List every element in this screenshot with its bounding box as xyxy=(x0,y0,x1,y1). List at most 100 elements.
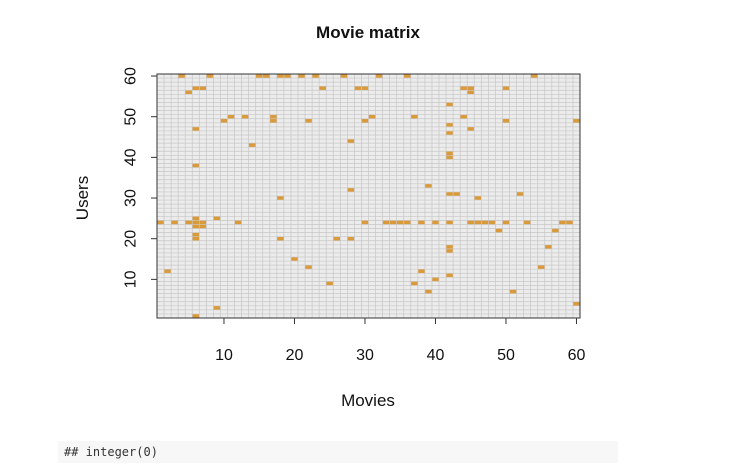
heatmap-cell-filled xyxy=(446,155,453,160)
heatmap-cell-filled xyxy=(361,119,369,123)
heatmap-cell-filled xyxy=(404,74,411,78)
heatmap-cell-filled xyxy=(192,127,199,131)
y-axis-label: Users xyxy=(73,176,92,220)
heatmap-cell-filled xyxy=(502,220,510,225)
heatmap-cell-filled xyxy=(411,281,418,286)
heatmap-cell-filled xyxy=(270,119,277,123)
heatmap-cell-filled xyxy=(178,74,185,78)
heatmap-cell-filled xyxy=(538,265,545,269)
heatmap-cell-filled xyxy=(446,151,453,156)
heatmap-cell-filled xyxy=(206,74,214,78)
x-tick-label: 10 xyxy=(215,347,233,364)
heatmap-cell-filled xyxy=(256,74,263,78)
heatmap-cell-filled xyxy=(573,119,580,123)
heatmap-cell-filled xyxy=(382,220,390,225)
heatmap-cell-filled xyxy=(220,119,228,123)
heatmap-cell-filled xyxy=(559,220,566,225)
heatmap-cell-filled xyxy=(361,220,369,225)
heatmap-cell-filled xyxy=(418,220,425,225)
heatmap-cell-filled xyxy=(425,289,432,294)
heatmap-cell-filled xyxy=(453,192,460,196)
x-tick-label: 30 xyxy=(356,347,374,364)
heatmap-cell-filled xyxy=(347,139,355,143)
heatmap-cell-filled xyxy=(164,269,171,273)
heatmap-cell-filled xyxy=(389,220,397,225)
heatmap-cell-filled xyxy=(326,281,333,286)
heatmap-cell-filled xyxy=(347,236,355,241)
heatmap-cell-filled xyxy=(432,277,439,282)
heatmap-cell-filled xyxy=(467,127,474,131)
heatmap-cell-filled xyxy=(467,220,474,225)
y-tick-label: 60 xyxy=(123,67,140,85)
heatmap-cell-filled xyxy=(185,220,192,225)
heatmap-cell-filled xyxy=(509,289,517,294)
heatmap-cell-filled xyxy=(474,220,481,225)
heatmap-cell-filled xyxy=(248,143,256,147)
heatmap-grid xyxy=(156,73,581,319)
heatmap-cell-filled xyxy=(312,74,319,78)
heatmap-cell-filled xyxy=(305,119,312,123)
x-axis-label: Movies xyxy=(341,391,395,410)
heatmap-cell-filled xyxy=(502,119,510,123)
heatmap-cell-filled xyxy=(545,245,552,249)
x-tick-label: 40 xyxy=(427,347,445,364)
heatmap-cell-filled xyxy=(192,236,199,241)
heatmap-cell-filled xyxy=(530,74,538,78)
heatmap-cell-filled xyxy=(192,232,199,237)
console-output: ## integer(0) xyxy=(58,441,618,463)
heatmap-cell-filled xyxy=(199,224,207,229)
heatmap-cell-filled xyxy=(411,114,418,119)
heatmap-cell-filled xyxy=(418,269,425,273)
heatmap-cell-filled xyxy=(495,228,503,233)
axes: 10 20 30 40 50 60 10 20 30 40 50 60 xyxy=(123,67,586,364)
heatmap-cell-filled xyxy=(375,74,383,78)
chart-container: 10 20 30 40 50 60 10 20 30 40 50 60 Movie matrix Mo… xyxy=(73,23,586,410)
heatmap-cell-filled xyxy=(347,188,355,192)
heatmap-cell-filled xyxy=(263,74,270,78)
heatmap-cell-filled xyxy=(481,220,489,225)
heatmap-cell-filled xyxy=(573,302,580,306)
heatmap-cell-filled xyxy=(361,86,369,90)
heatmap-cell-filled xyxy=(502,86,510,90)
heatmap-cell-filled xyxy=(474,196,481,200)
heatmap-cell-filled xyxy=(460,86,467,90)
x-tick-label: 50 xyxy=(497,347,515,364)
heatmap-cell-filled xyxy=(270,114,277,119)
filled-cells xyxy=(157,74,580,318)
heatmap-cell-filled xyxy=(446,131,453,135)
heatmap-cell-filled xyxy=(192,216,199,221)
heatmap-cell-filled xyxy=(277,236,284,241)
heatmap-cell-filled xyxy=(298,74,305,78)
heatmap-cell-filled xyxy=(488,220,496,225)
y-tick-label: 20 xyxy=(123,230,140,248)
heatmap-cell-filled xyxy=(446,220,453,225)
heatmap-cell-filled xyxy=(213,306,221,310)
heatmap-cell-filled xyxy=(192,224,199,229)
y-tick-label: 10 xyxy=(123,270,140,288)
y-tick-label: 50 xyxy=(123,108,140,126)
heatmap-cell-filled xyxy=(277,74,284,78)
heatmap-cell-filled xyxy=(319,86,326,90)
heatmap-cell-filled xyxy=(284,74,291,78)
heatmap-cell-filled xyxy=(305,265,312,269)
heatmap-cell-filled xyxy=(277,196,284,200)
heatmap-cell-filled xyxy=(185,90,192,95)
heatmap-cell-filled xyxy=(432,220,439,225)
heatmap-cell-filled xyxy=(523,220,531,225)
heatmap-cell-filled xyxy=(199,86,207,90)
heatmap-cell-filled xyxy=(171,220,178,225)
heatmap-cell-filled xyxy=(241,114,249,119)
heatmap-cell-filled xyxy=(446,123,453,127)
heatmap-cell-filled xyxy=(333,236,340,241)
heatmap-cell-filled xyxy=(354,86,362,90)
heatmap-cell-filled xyxy=(291,257,298,261)
heatmap-cell-filled xyxy=(404,220,411,225)
heatmap-cell-filled xyxy=(157,220,164,225)
heatmap-cell-filled xyxy=(516,192,524,196)
heatmap-cell-filled xyxy=(446,102,453,107)
heatmap-cell-filled xyxy=(199,220,207,225)
chart-title: Movie matrix xyxy=(316,23,420,42)
heatmap-cell-filled xyxy=(192,86,199,90)
heatmap-cell-filled xyxy=(192,220,199,225)
heatmap-cell-filled xyxy=(227,114,235,119)
